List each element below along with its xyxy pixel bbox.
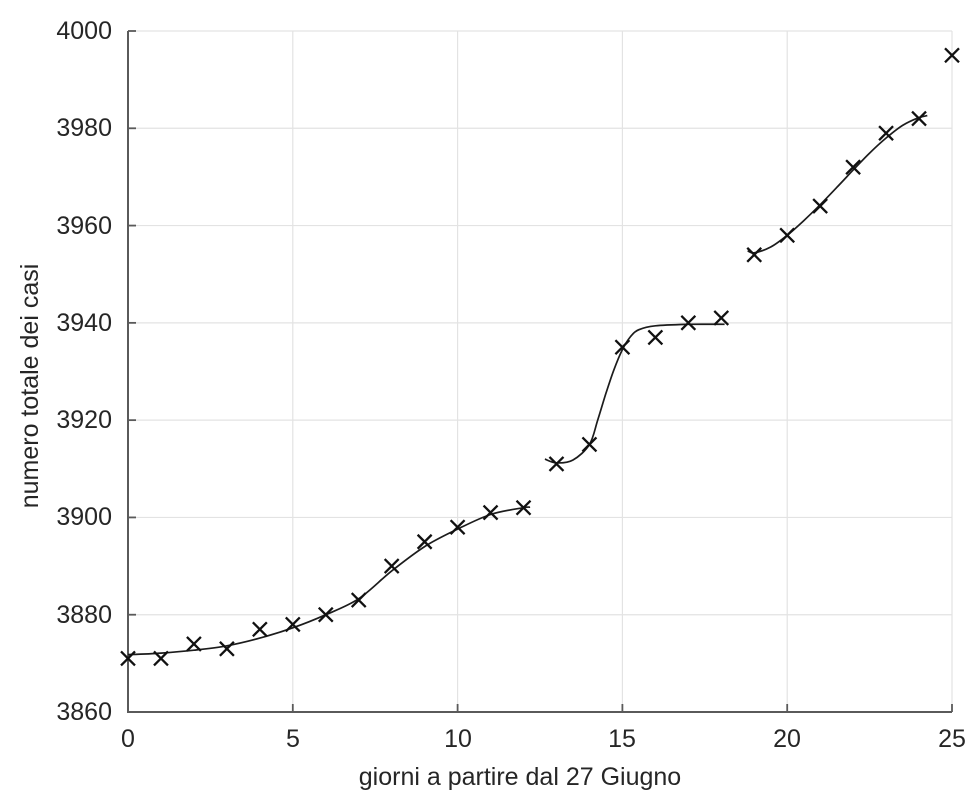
y-tick-label: 3960 — [56, 212, 112, 240]
data-point-x-marker — [713, 310, 730, 326]
axes — [127, 31, 952, 713]
x-tick-label: 0 — [121, 725, 135, 753]
y-axis-label: numero totale dei casi — [16, 264, 44, 509]
data-point-x-marker — [581, 436, 598, 453]
data-point-markers — [120, 47, 960, 667]
data-point-x-marker — [383, 558, 400, 574]
y-tick-label: 4000 — [56, 17, 112, 45]
x-tick-label: 20 — [773, 725, 801, 753]
data-point-x-marker — [779, 227, 796, 244]
data-point-x-marker — [878, 125, 894, 141]
data-point-x-marker — [153, 650, 169, 667]
data-point-x-marker — [449, 519, 466, 535]
fit-curve — [127, 114, 928, 656]
data-point-x-marker — [317, 606, 334, 623]
x-tick-label: 25 — [938, 725, 966, 753]
x-tick-label: 5 — [286, 725, 300, 753]
y-tick-label: 3900 — [56, 503, 112, 531]
data-point-x-marker — [482, 504, 499, 521]
y-tick-label: 3880 — [56, 601, 112, 629]
data-point-x-marker — [284, 616, 301, 633]
fit-curve-segment — [747, 114, 928, 254]
y-tick-label: 3860 — [56, 698, 112, 726]
x-axis-label: giorni a partire dal 27 Giugno — [359, 763, 681, 791]
data-point-x-marker — [647, 329, 664, 346]
data-point-x-marker — [614, 339, 631, 355]
data-point-x-marker — [911, 110, 927, 127]
data-point-x-marker — [746, 246, 763, 263]
fit-curve-segment — [544, 323, 725, 464]
x-tick-label: 15 — [608, 725, 636, 753]
tick-marks — [127, 30, 953, 713]
x-tick-label: 10 — [444, 725, 472, 753]
y-tick-label: 3980 — [56, 114, 112, 142]
data-point-x-marker — [186, 636, 202, 652]
x-tick-labels: 0 5 10 15 20 25 — [121, 725, 966, 753]
data-point-x-marker — [845, 159, 861, 176]
gridlines — [127, 30, 953, 713]
data-point-x-marker — [812, 198, 828, 214]
data-point-x-marker — [548, 456, 565, 472]
y-tick-labels: 3860 3880 3900 3920 3940 3960 3980 4000 — [56, 17, 112, 726]
data-point-x-marker — [252, 621, 268, 638]
data-point-x-marker — [680, 315, 697, 331]
data-point-x-marker — [120, 650, 136, 667]
data-point-x-marker — [416, 533, 433, 550]
fit-curve-segment — [127, 506, 531, 656]
data-point-x-marker — [350, 592, 367, 608]
data-point-x-marker — [515, 499, 532, 516]
data-point-x-marker — [219, 640, 235, 657]
y-tick-label: 3940 — [56, 309, 112, 337]
data-point-x-marker — [944, 47, 960, 64]
y-tick-label: 3920 — [56, 406, 112, 434]
